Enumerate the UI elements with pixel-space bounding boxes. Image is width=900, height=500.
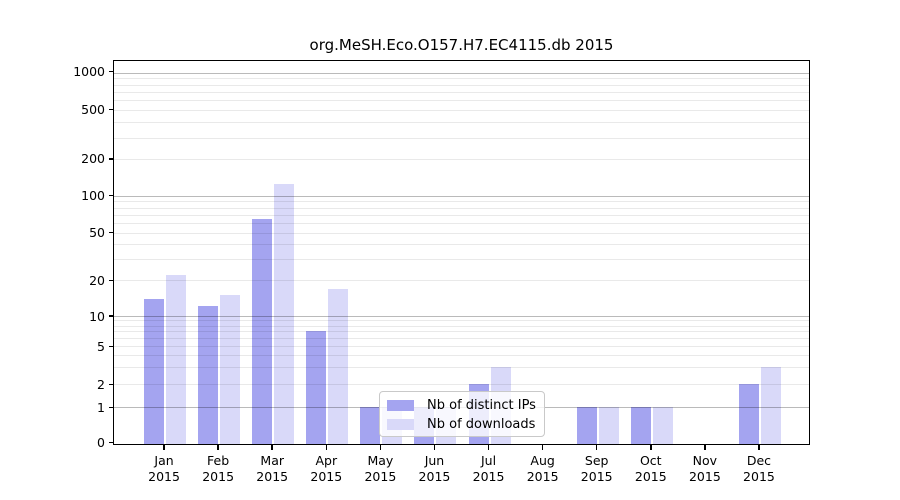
x-tick-label-oct: Oct 2015 [634, 453, 667, 484]
y-tick-mark [108, 194, 113, 197]
x-tick-mark [758, 445, 760, 450]
gridline-90 [114, 201, 809, 203]
y-tick-label-0: 0 [97, 435, 105, 451]
y-tick-mark [108, 158, 113, 160]
legend-item-distinct-ips: Nb of distinct IPs [387, 396, 544, 415]
gridline-8 [114, 325, 809, 327]
y-tick-mark [108, 231, 113, 234]
bar-distinct-ips-dec [738, 383, 759, 444]
gridline-800 [114, 84, 809, 86]
gridline-500 [114, 110, 809, 112]
x-tick-label-jun: Jun 2015 [418, 453, 451, 484]
y-tick-mark [108, 383, 113, 386]
x-tick-mark [271, 445, 273, 450]
y-tick-label-1000: 1000 [73, 64, 105, 80]
x-tick-mark [379, 445, 382, 450]
x-tick-label-jan: Jan 2015 [148, 453, 180, 484]
x-tick-mark [163, 445, 165, 450]
y-tick-label-500: 500 [81, 101, 105, 117]
x-tick-label-aug: Aug 2015 [526, 453, 559, 484]
legend-item-downloads: Nb of downloads [387, 415, 544, 434]
gridline-600 [114, 100, 809, 102]
y-tick-mark [108, 406, 113, 409]
x-tick-label-dec: Dec 2015 [743, 453, 775, 484]
gridline-7 [114, 331, 809, 333]
y-tick-mark [108, 345, 113, 348]
x-tick-label-nov: Nov 2015 [688, 453, 721, 484]
gridline-700 [114, 91, 809, 93]
gridline-70 [114, 214, 809, 216]
gridline-200 [114, 159, 809, 161]
gridline-3 [114, 367, 809, 369]
plot-area [113, 60, 810, 445]
bar-distinct-ips-mar [252, 218, 273, 444]
gridline-900 [114, 78, 809, 80]
gridline-40 [114, 244, 809, 246]
y-tick-mark [108, 108, 113, 111]
x-tick-mark [595, 445, 598, 450]
bar-distinct-ips-apr [306, 331, 327, 444]
gridline-2 [114, 383, 809, 385]
bar-downloads-jan [166, 275, 187, 444]
legend-label-downloads: Nb of downloads [427, 417, 536, 432]
gridline-100 [114, 195, 809, 197]
bar-downloads-dec [760, 367, 781, 444]
distinct-ips-swatch-icon [387, 400, 414, 411]
y-tick-label-50: 50 [89, 225, 105, 241]
y-tick-label-200: 200 [81, 151, 105, 167]
bar-distinct-ips-oct [630, 406, 651, 444]
bar-downloads-mar [274, 184, 295, 444]
y-tick-label-20: 20 [89, 272, 105, 288]
bar-distinct-ips-jan [144, 298, 165, 444]
x-tick-mark [541, 445, 544, 450]
gridline-400 [114, 122, 809, 124]
bar-downloads-sep [598, 406, 619, 444]
gridline-1000 [114, 72, 809, 74]
gridline-6 [114, 338, 809, 340]
bar-downloads-feb [220, 294, 241, 444]
x-tick-label-mar: Mar 2015 [256, 453, 289, 484]
legend: Nb of distinct IPs Nb of downloads [379, 391, 545, 437]
y-tick-label-10: 10 [89, 308, 105, 324]
gridline-10 [114, 315, 809, 317]
x-tick-mark [704, 445, 706, 450]
x-tick-label-may: May 2015 [364, 453, 397, 484]
x-tick-mark [487, 445, 490, 450]
bar-distinct-ips-sep [576, 406, 597, 444]
x-tick-mark [433, 445, 436, 450]
gridline-20 [114, 280, 809, 282]
x-tick-label-sep: Sep 2015 [580, 453, 613, 484]
gridline-4 [114, 355, 809, 357]
gridline-60 [114, 222, 809, 224]
y-tick-mark [108, 441, 113, 444]
y-tick-label-1: 1 [97, 400, 105, 416]
gridline-80 [114, 207, 809, 209]
x-tick-label-apr: Apr 2015 [310, 453, 343, 484]
downloads-swatch-icon [387, 419, 414, 430]
gridline-9 [114, 320, 809, 322]
x-tick-mark [217, 445, 219, 450]
y-tick-mark [108, 70, 113, 73]
y-tick-label-100: 100 [81, 187, 105, 203]
bar-distinct-ips-feb [198, 306, 219, 444]
y-tick-mark [108, 279, 113, 282]
x-tick-label-feb: Feb 2015 [202, 453, 235, 484]
gridline-300 [114, 137, 809, 139]
legend-label-distinct-ips: Nb of distinct IPs [427, 398, 536, 413]
bar-downloads-oct [652, 406, 673, 444]
y-tick-label-5: 5 [97, 339, 105, 355]
y-tick-mark [108, 315, 113, 317]
bar-distinct-ips-may [360, 406, 381, 444]
x-tick-mark [325, 445, 328, 450]
y-tick-label-2: 2 [97, 376, 105, 392]
bar-downloads-apr [328, 288, 349, 444]
chart-title: org.MeSH.Eco.O157.H7.EC4115.db 2015 [309, 36, 614, 54]
gridline-5 [114, 346, 809, 348]
x-tick-mark [650, 445, 652, 450]
gridline-50 [114, 232, 809, 234]
gridline-30 [114, 259, 809, 261]
x-tick-label-jul: Jul 2015 [472, 453, 505, 484]
